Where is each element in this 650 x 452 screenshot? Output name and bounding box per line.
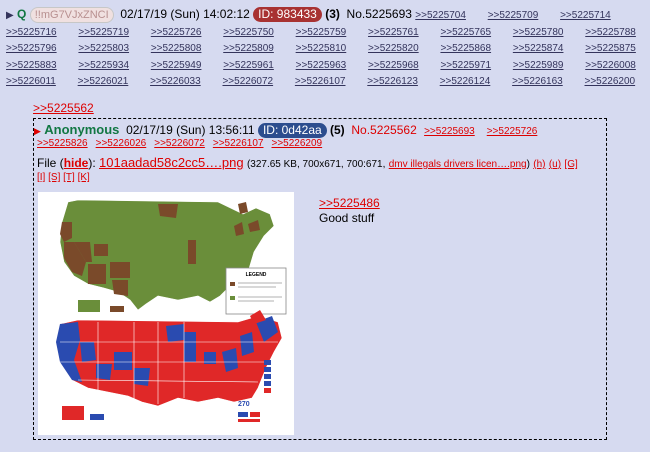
- reply-link[interactable]: >>5225963: [295, 59, 347, 71]
- original-filename-link[interactable]: dmv illegals drivers licen….png: [388, 159, 527, 170]
- reply-link[interactable]: >>5226107: [294, 76, 346, 87]
- reply-link[interactable]: >>5225875: [585, 43, 636, 54]
- reply-link[interactable]: >>5225750: [223, 26, 274, 38]
- reply-link[interactable]: >>5226072: [154, 138, 205, 149]
- reply-link[interactable]: >>5225796: [6, 43, 57, 54]
- post-number[interactable]: No.5225562: [351, 123, 417, 137]
- file-meta: (327.65 KB, 700x671, 700:671,: [246, 159, 386, 170]
- tool-k[interactable]: [K]: [77, 172, 90, 183]
- reply-link[interactable]: >>5225714: [560, 10, 611, 21]
- post-header: ▶ Q !!mG7VJxZNCI 02/17/19 (Sun) 14:02:12…: [6, 7, 646, 91]
- reply-link[interactable]: >>5225726: [150, 26, 202, 38]
- poster-name: Anonymous: [44, 122, 120, 137]
- reply-link[interactable]: >>5225803: [78, 43, 130, 54]
- reply-links-continued: >>5225826 >>5226026 >>5226072 >>5226107 >>52…: [37, 138, 330, 149]
- reply-links: >>5225704 >>5225709 >>5225714 >>5225716 …: [6, 10, 645, 87]
- reply-link[interactable]: >>5226072: [222, 76, 274, 87]
- reply-link[interactable]: >>5226163: [512, 76, 563, 87]
- file-info: File (hide): 101aadad58c2cc5….png (327.6…: [37, 155, 578, 170]
- reply-links: >>5225693 >>5225726: [420, 126, 545, 137]
- reply-link[interactable]: >>5225761: [368, 26, 419, 38]
- poster-id-badge[interactable]: ID: 983433: [253, 7, 322, 22]
- tool-g[interactable]: [G]: [564, 159, 578, 170]
- reply-link[interactable]: >>5225949: [150, 59, 202, 71]
- reply-link[interactable]: >>5226123: [367, 76, 418, 87]
- reply-link[interactable]: >>5225788: [585, 26, 636, 38]
- inline-post: ▶ Anonymous 02/17/19 (Sun) 13:56:11 ID: …: [33, 118, 607, 440]
- reply-link[interactable]: >>5225693: [424, 126, 475, 137]
- maps-image: LEGEND: [38, 192, 294, 435]
- reply-link[interactable]: >>5225883: [6, 59, 57, 71]
- post-count: (5): [330, 123, 345, 137]
- reply-link[interactable]: >>5226026: [95, 138, 147, 149]
- reply-link[interactable]: >>5225719: [78, 26, 130, 38]
- reply-link[interactable]: >>5225765: [440, 26, 492, 38]
- image-search-links: [I] [S] [T] [K]: [37, 172, 90, 183]
- tool-h[interactable]: (h): [533, 159, 546, 170]
- reply-link[interactable]: >>5226033: [150, 76, 201, 87]
- reply-link[interactable]: >>5225934: [78, 59, 130, 71]
- message-quote-link[interactable]: >>5225486: [319, 196, 380, 210]
- tool-s[interactable]: [S]: [48, 172, 61, 183]
- reply-link[interactable]: >>5225968: [368, 59, 419, 71]
- reply-link[interactable]: >>5225709: [487, 10, 539, 21]
- post-datetime: 02/17/19 (Sun) 14:02:12: [120, 7, 250, 21]
- reply-link[interactable]: >>5226209: [271, 138, 323, 149]
- reply-link[interactable]: >>5225961: [223, 59, 274, 71]
- reply-link[interactable]: >>5225971: [440, 59, 492, 71]
- reply-link[interactable]: >>5225826: [37, 138, 88, 149]
- tool-i[interactable]: [I]: [37, 172, 46, 183]
- reply-link[interactable]: >>5226011: [6, 76, 56, 87]
- post-number[interactable]: No.5225693: [346, 7, 412, 21]
- reply-link[interactable]: >>5226008: [585, 59, 636, 71]
- tool-t[interactable]: [T]: [63, 172, 75, 183]
- reply-link[interactable]: >>5225809: [223, 43, 274, 54]
- reply-link[interactable]: >>5225780: [512, 26, 564, 38]
- post-datetime: 02/17/19 (Sun) 13:56:11: [126, 123, 255, 137]
- reply-link[interactable]: >>5225759: [295, 26, 347, 38]
- poster-id-badge[interactable]: ID: 0d42aa: [257, 123, 327, 138]
- quote-link[interactable]: >>5225562: [33, 101, 94, 115]
- reply-link[interactable]: >>5225989: [512, 59, 564, 71]
- reply-link[interactable]: >>5226200: [584, 76, 636, 87]
- triangle-icon[interactable]: ▶: [34, 126, 41, 136]
- message-text: Good stuff: [319, 211, 375, 225]
- reply-link[interactable]: >>5226021: [77, 76, 129, 87]
- reply-link[interactable]: >>5226124: [439, 76, 491, 87]
- reply-link[interactable]: >>5225868: [440, 43, 492, 54]
- hide-link[interactable]: hide: [63, 156, 89, 170]
- reply-link[interactable]: >>5225716: [6, 26, 57, 38]
- tool-u[interactable]: (u): [548, 159, 562, 170]
- reply-link[interactable]: >>5225820: [368, 43, 419, 54]
- reply-link[interactable]: >>5225874: [512, 43, 564, 54]
- file-name-link[interactable]: 101aadad58c2cc5….png: [99, 155, 244, 170]
- legend-title: LEGEND: [246, 272, 267, 278]
- inline-post-header: ▶ Anonymous 02/17/19 (Sun) 13:56:11 ID: …: [34, 122, 604, 140]
- file-label: File: [37, 156, 57, 170]
- reply-link[interactable]: >>5225704: [415, 10, 466, 21]
- reply-link[interactable]: >>5225810: [295, 43, 347, 54]
- ev-number: 270: [238, 401, 250, 408]
- post-count: (3): [325, 7, 340, 21]
- reply-link[interactable]: >>5225808: [150, 43, 202, 54]
- post-image-thumbnail[interactable]: LEGEND: [38, 192, 294, 435]
- reply-link[interactable]: >>5225726: [486, 126, 538, 137]
- tripcode: !!mG7VJxZNCI: [29, 7, 114, 23]
- triangle-icon[interactable]: ▶: [6, 10, 14, 21]
- reply-link[interactable]: >>5226107: [212, 138, 264, 149]
- poster-name: Q: [17, 7, 27, 21]
- post-message: >>5225486 Good stuff: [319, 196, 380, 226]
